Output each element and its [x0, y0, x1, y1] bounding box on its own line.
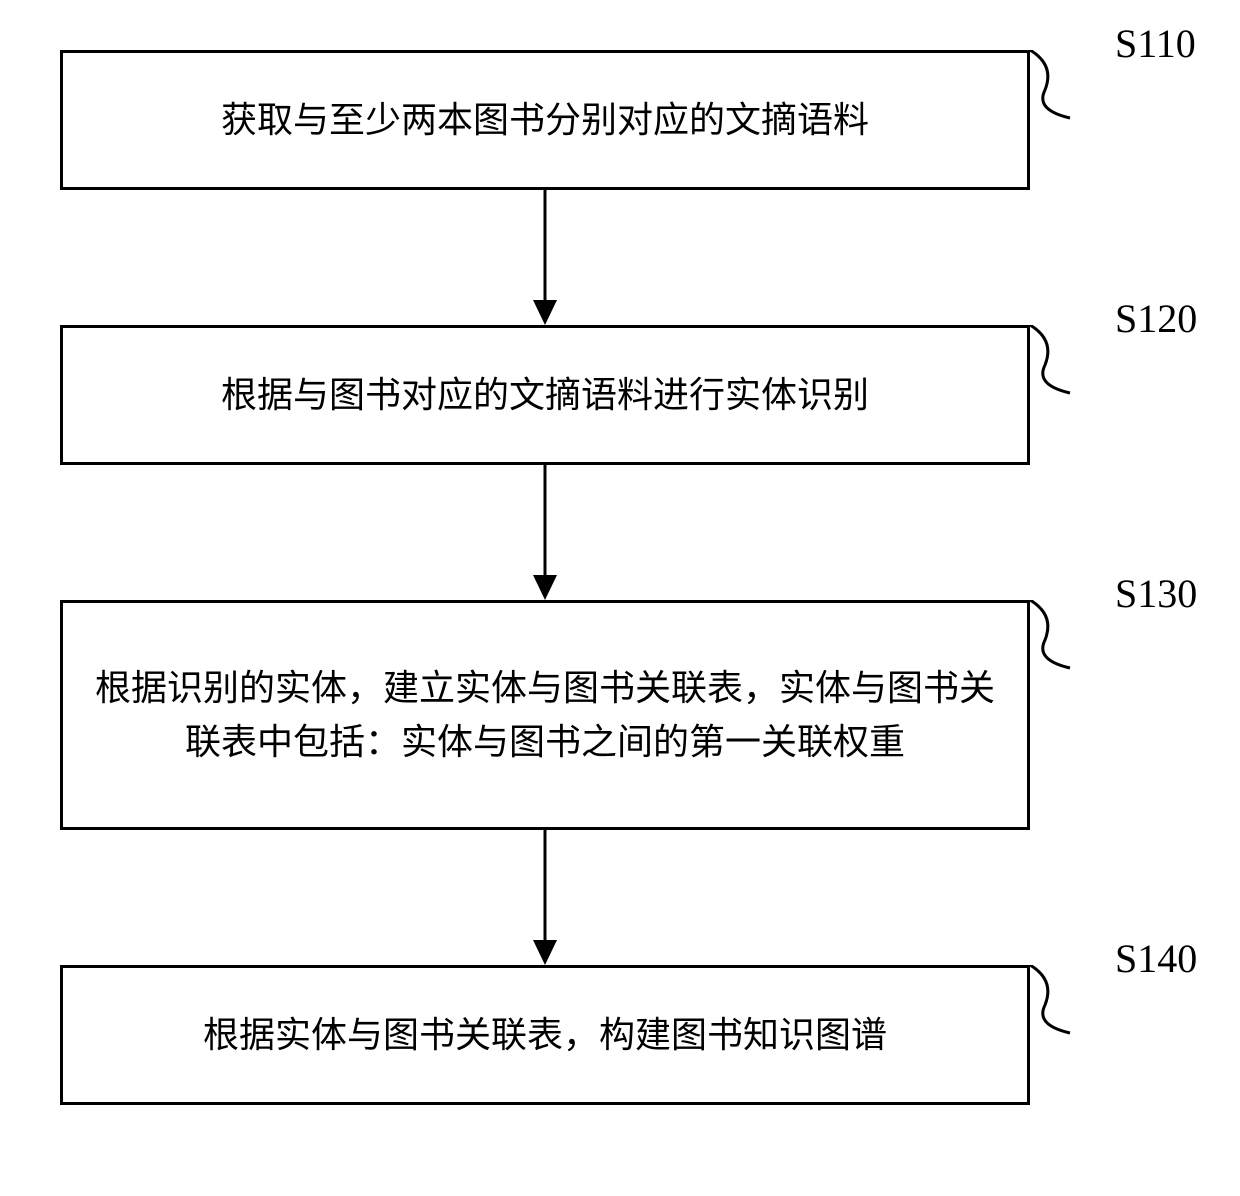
flow-step-4-text: 根据实体与图书关联表，构建图书知识图谱: [203, 1008, 887, 1062]
label-s120-text: S120: [1115, 296, 1197, 341]
flow-step-3-text: 根据识别的实体，建立实体与图书关联表，实体与图书关联表中包括：实体与图书之间的第…: [93, 661, 997, 769]
label-s140-text: S140: [1115, 936, 1197, 981]
flow-step-1: 获取与至少两本图书分别对应的文摘语料: [60, 50, 1030, 190]
label-s130-text: S130: [1115, 571, 1197, 616]
label-s140: S140: [1115, 935, 1197, 982]
connector-1: [1000, 50, 1090, 130]
arrow-3: [60, 830, 1030, 965]
label-s110: S110: [1115, 20, 1196, 67]
flow-step-1-text: 获取与至少两本图书分别对应的文摘语料: [221, 93, 869, 147]
label-s110-text: S110: [1115, 21, 1196, 66]
arrow-2: [60, 465, 1030, 600]
connector-3: [1000, 600, 1090, 680]
label-s130: S130: [1115, 570, 1197, 617]
connector-2: [1000, 325, 1090, 405]
arrow-1: [60, 190, 1030, 325]
flow-step-3: 根据识别的实体，建立实体与图书关联表，实体与图书关联表中包括：实体与图书之间的第…: [60, 600, 1030, 830]
flow-step-4: 根据实体与图书关联表，构建图书知识图谱: [60, 965, 1030, 1105]
label-s120: S120: [1115, 295, 1197, 342]
flow-step-2-text: 根据与图书对应的文摘语料进行实体识别: [221, 368, 869, 422]
connector-4: [1000, 965, 1090, 1045]
flow-step-2: 根据与图书对应的文摘语料进行实体识别: [60, 325, 1030, 465]
